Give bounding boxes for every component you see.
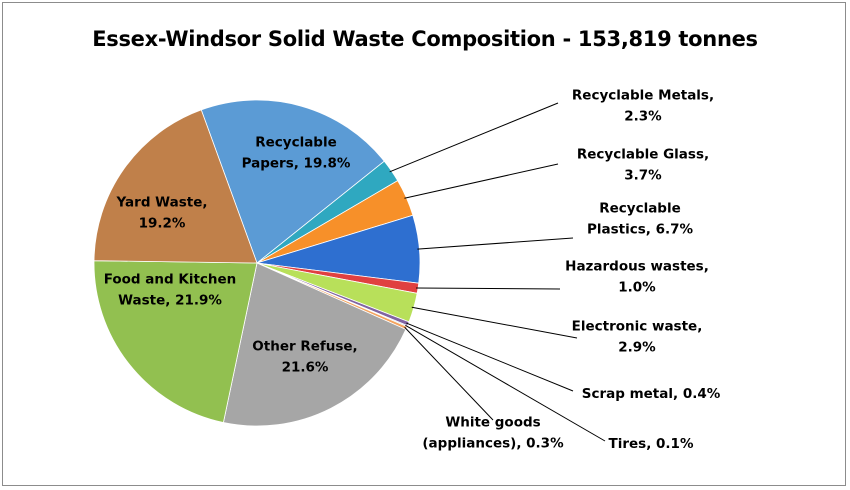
- slice-label-line: 2.3%: [624, 109, 662, 125]
- leader-line: [405, 324, 606, 442]
- slice-label-line: Electronic waste,: [572, 319, 703, 335]
- pie-slice-food-and-kitchen-waste: [93, 260, 258, 423]
- slice-label-line: 2.9%: [618, 340, 656, 356]
- slice-label: Food and Kitchen Waste, 21.9%: [104, 272, 237, 309]
- slice-label-line: Hazardous wastes,: [565, 259, 709, 275]
- slice-label: Recyclable Papers, 19.8%: [242, 135, 351, 172]
- slice-label-line: Tires, 0.1%: [609, 436, 694, 452]
- slice-label: Electronic waste, 2.9%: [572, 319, 703, 356]
- leader-line: [416, 287, 561, 290]
- slice-label-line: Other Refuse,: [252, 339, 357, 355]
- pie-slices: [93, 99, 421, 427]
- chart-title: Essex-Windsor Solid Waste Composition - …: [92, 27, 758, 51]
- slice-label: Recyclable Glass, 3.7%: [577, 147, 709, 184]
- pie-slice-other-refuse: [222, 262, 407, 427]
- pie-slice-yard-waste: [93, 109, 258, 264]
- slice-label-line: Papers, 19.8%: [242, 156, 351, 172]
- slice-label-line: Yard Waste,: [116, 195, 208, 211]
- slice-label-line: (appliances), 0.3%: [422, 436, 564, 452]
- slice-label-line: Recyclable: [255, 135, 337, 151]
- slice-label-line: Plastics, 6.7%: [587, 222, 694, 238]
- slice-label-line: Recyclable Glass,: [577, 147, 709, 163]
- slice-label-line: 21.6%: [282, 360, 329, 376]
- slice-label: Yard Waste, 19.2%: [116, 195, 208, 232]
- slice-label-line: Food and Kitchen: [104, 272, 237, 288]
- leader-line: [417, 237, 574, 250]
- slice-label-line: White goods: [445, 415, 540, 431]
- slice-label-line: Scrap metal, 0.4%: [582, 386, 721, 402]
- slice-label-line: Recyclable Metals,: [572, 88, 714, 104]
- slice-label: Hazardous wastes, 1.0%: [565, 259, 709, 296]
- slice-label: Scrap metal, 0.4%: [582, 386, 721, 402]
- slice-label: Tires, 0.1%: [609, 436, 694, 452]
- slice-label-line: 3.7%: [624, 168, 662, 184]
- slice-label: Other Refuse, 21.6%: [252, 339, 357, 376]
- slice-label-line: 1.0%: [618, 280, 656, 296]
- slice-label-line: 19.2%: [139, 216, 186, 232]
- leader-line: [404, 326, 494, 421]
- leader-line: [389, 102, 559, 173]
- leader-lines: [389, 102, 606, 442]
- pie-slice-recyclable-papers: [200, 99, 385, 264]
- slice-label: White goods (appliances), 0.3%: [422, 415, 564, 452]
- slice-label-line: Recyclable: [599, 201, 681, 217]
- slice-label: Recyclable Metals, 2.3%: [572, 88, 714, 125]
- leader-line: [411, 306, 578, 339]
- slice-labels: Recyclable Papers, 19.8% Recyclable Metals…: [104, 88, 721, 453]
- slice-label: Recyclable Plastics, 6.7%: [587, 201, 694, 238]
- slice-label-line: Waste, 21.9%: [118, 293, 222, 309]
- leader-line: [404, 163, 559, 199]
- leader-line: [406, 322, 574, 392]
